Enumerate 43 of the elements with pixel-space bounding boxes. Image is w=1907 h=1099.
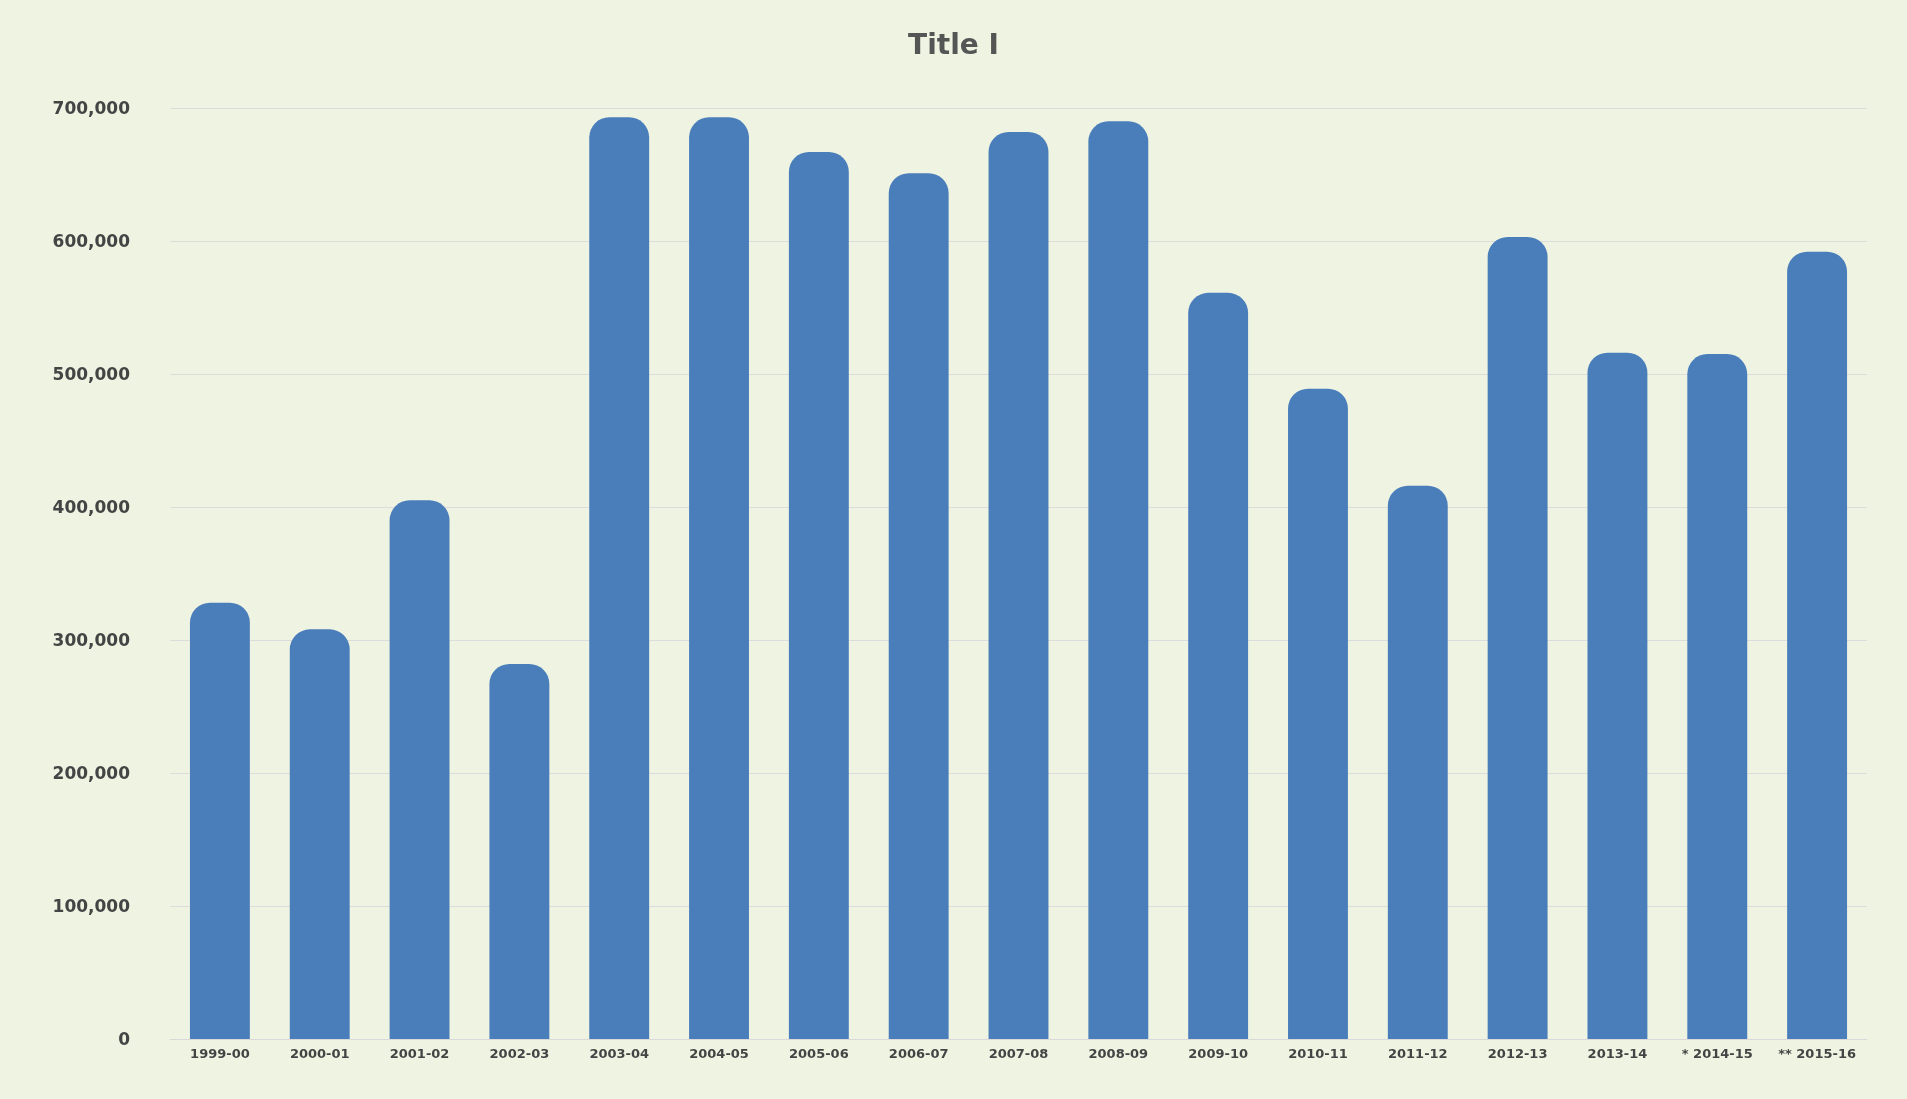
x-tick-label: 2000-01: [289, 1046, 350, 1061]
x-tick-label: 2004-05: [689, 1046, 749, 1061]
y-tick-label: 400,000: [52, 497, 131, 517]
bar: [1587, 352, 1648, 1039]
bar: [389, 500, 450, 1039]
x-tick-label: * 2014-15: [1681, 1046, 1753, 1061]
bar: [489, 663, 550, 1039]
y-tick-label: 200,000: [52, 763, 131, 783]
x-tick-label: 2009-10: [1188, 1046, 1248, 1061]
x-tick-label: 2002-03: [489, 1046, 550, 1061]
x-tick-label: 2003-04: [589, 1046, 650, 1061]
x-tick-label: 2006-07: [888, 1046, 949, 1061]
bar: [189, 602, 250, 1039]
y-tick-label: 600,000: [52, 231, 131, 251]
y-tick-label: 0: [118, 1029, 131, 1049]
x-tick-label: 2013-14: [1587, 1046, 1648, 1061]
bar: [1787, 251, 1848, 1039]
chart-title: Title I: [908, 27, 999, 61]
bar: [289, 629, 350, 1039]
x-tick-label: 2012-13: [1487, 1046, 1548, 1061]
bar: [1387, 485, 1448, 1039]
y-tick-label: 100,000: [52, 896, 131, 916]
y-tick-label: 300,000: [52, 630, 131, 650]
x-tick-label: ** 2015-16: [1778, 1046, 1856, 1061]
x-tick-label: 2011-12: [1387, 1046, 1448, 1061]
x-tick-label: 2010-11: [1288, 1046, 1348, 1061]
bar: [1088, 121, 1149, 1039]
bar: [888, 173, 949, 1039]
bar: [1288, 388, 1348, 1039]
bar: [589, 117, 650, 1039]
bar: [1188, 292, 1249, 1039]
x-tick-label: 2008-09: [1088, 1046, 1149, 1061]
x-tick-label: 2005-06: [789, 1046, 849, 1061]
bar: [1687, 354, 1748, 1039]
x-tick-label: 1999-00: [190, 1046, 250, 1061]
x-tick-label: 2007-08: [988, 1046, 1049, 1061]
bar: [988, 131, 1049, 1039]
y-tick-label: 500,000: [52, 364, 131, 384]
x-tick-label: 2001-02: [389, 1046, 450, 1061]
bar: [788, 151, 849, 1039]
bar: [1487, 237, 1548, 1039]
y-tick-label: 700,000: [52, 98, 131, 118]
bar: [689, 117, 749, 1039]
